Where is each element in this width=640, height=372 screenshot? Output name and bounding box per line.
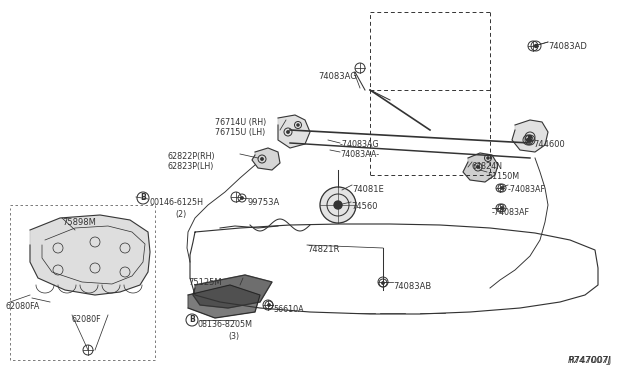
Text: 75898M: 75898M [62, 218, 96, 227]
Polygon shape [278, 115, 310, 148]
Circle shape [268, 304, 270, 306]
Circle shape [529, 138, 531, 141]
Text: 76715U (LH): 76715U (LH) [215, 128, 265, 137]
Text: -74083AF: -74083AF [492, 208, 530, 217]
Circle shape [241, 197, 243, 199]
Circle shape [500, 187, 503, 189]
Polygon shape [252, 148, 280, 170]
Text: 74081E: 74081E [352, 185, 384, 194]
Text: 74821R: 74821R [307, 245, 339, 254]
Circle shape [334, 201, 342, 209]
Polygon shape [30, 215, 150, 295]
Circle shape [287, 131, 289, 133]
Text: 74083AB: 74083AB [393, 282, 431, 291]
Text: (3): (3) [228, 332, 239, 341]
Text: 00146-6125H: 00146-6125H [150, 198, 204, 207]
Circle shape [534, 45, 538, 48]
Circle shape [297, 124, 299, 126]
Polygon shape [512, 120, 548, 152]
Text: B: B [189, 315, 195, 324]
Text: R747007J: R747007J [568, 356, 611, 365]
Text: (2): (2) [175, 210, 186, 219]
Circle shape [527, 138, 529, 141]
Text: 56610A: 56610A [273, 305, 303, 314]
Text: 76714U (RH): 76714U (RH) [215, 118, 266, 127]
Text: 62080F: 62080F [72, 315, 102, 324]
Text: 62823P(LH): 62823P(LH) [168, 162, 214, 171]
Text: -74083AG: -74083AG [340, 140, 380, 149]
Circle shape [500, 207, 503, 209]
Text: 62080FA: 62080FA [5, 302, 40, 311]
Circle shape [477, 166, 479, 168]
Text: 74083AD: 74083AD [548, 42, 587, 51]
Text: 74083AG: 74083AG [318, 72, 356, 81]
Circle shape [382, 282, 384, 284]
Polygon shape [188, 285, 260, 318]
Polygon shape [193, 275, 272, 308]
Text: -74083AF: -74083AF [508, 185, 546, 194]
Text: 99753A: 99753A [248, 198, 280, 207]
Text: 744600: 744600 [533, 140, 564, 149]
Text: R747007J: R747007J [568, 356, 611, 365]
Text: 75125M: 75125M [188, 278, 221, 287]
Text: B: B [140, 193, 146, 202]
Circle shape [320, 187, 356, 223]
Text: 62822P(RH): 62822P(RH) [168, 152, 216, 161]
Text: 64824N: 64824N [472, 162, 503, 171]
Circle shape [487, 157, 489, 159]
Text: 51150M: 51150M [487, 172, 519, 181]
Text: 74560: 74560 [351, 202, 378, 211]
Text: 74083AA-: 74083AA- [340, 150, 379, 159]
Text: 08136-8205M: 08136-8205M [198, 320, 253, 329]
Circle shape [261, 158, 263, 160]
Polygon shape [463, 153, 498, 182]
Circle shape [529, 135, 531, 138]
